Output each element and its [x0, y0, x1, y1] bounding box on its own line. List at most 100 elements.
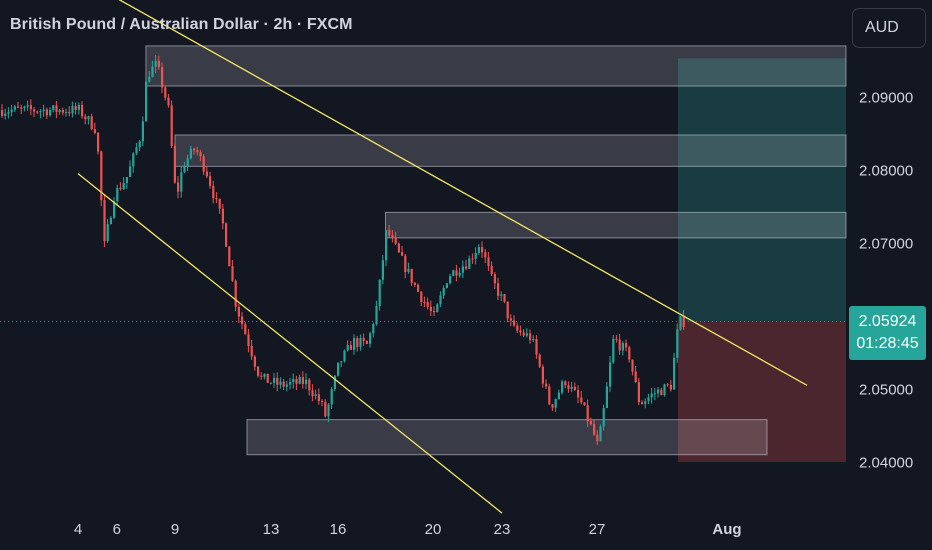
candle — [461, 260, 464, 279]
candle — [129, 160, 132, 178]
currency-selector[interactable]: AUD — [852, 8, 926, 48]
candle — [516, 322, 519, 334]
candle — [621, 341, 624, 356]
candle — [321, 399, 324, 407]
candle — [298, 374, 301, 385]
zone-1[interactable] — [145, 45, 847, 87]
candle — [231, 259, 234, 283]
candle — [477, 244, 480, 255]
candle — [13, 104, 16, 113]
x-tick-label: Aug — [712, 521, 741, 538]
candle — [362, 333, 365, 346]
x-tick-label: 4 — [74, 521, 82, 538]
candle — [541, 364, 544, 388]
candle — [509, 314, 512, 327]
candle — [77, 102, 80, 115]
candle — [445, 282, 448, 289]
candle — [378, 279, 381, 311]
candle — [532, 335, 535, 343]
candle — [269, 382, 272, 385]
x-tick-label: 23 — [494, 521, 511, 538]
candle — [244, 321, 247, 335]
candle — [663, 383, 666, 397]
candle — [324, 399, 327, 418]
x-tick-label: 27 — [589, 521, 606, 538]
candle — [55, 100, 58, 119]
zone-3[interactable] — [385, 211, 847, 239]
zone-2[interactable] — [174, 134, 847, 167]
y-tick-label: 2.08000 — [859, 163, 913, 180]
candle — [225, 222, 228, 248]
candle — [596, 430, 599, 446]
candle — [618, 333, 621, 355]
candle — [228, 246, 231, 267]
candle — [519, 325, 522, 336]
candle — [84, 113, 87, 125]
candle — [257, 366, 260, 378]
zone-4[interactable] — [246, 419, 768, 456]
candle — [372, 322, 375, 338]
candle — [301, 371, 304, 389]
candle — [250, 339, 253, 360]
candle — [29, 99, 32, 116]
candle — [653, 387, 656, 401]
candle — [545, 379, 548, 390]
candle — [151, 60, 154, 78]
candle — [615, 335, 618, 343]
candle — [189, 145, 192, 160]
trendline-2[interactable] — [77, 173, 503, 514]
candle — [423, 296, 426, 308]
x-tick-label: 20 — [425, 521, 442, 538]
candle — [573, 382, 576, 391]
candle — [452, 269, 455, 277]
candle — [426, 297, 429, 310]
candle — [455, 264, 458, 282]
candle — [397, 242, 400, 254]
candle — [586, 399, 589, 428]
candle — [93, 122, 96, 135]
candle — [474, 247, 477, 265]
candle — [61, 107, 64, 116]
candle — [375, 300, 378, 326]
candle — [26, 100, 29, 111]
candle — [605, 382, 608, 409]
bar-countdown-label: 01:28:45 — [856, 335, 919, 352]
candle — [679, 315, 682, 331]
candle — [308, 378, 311, 396]
zones-layer — [0, 45, 847, 462]
candle — [305, 373, 308, 390]
candle — [180, 166, 183, 198]
candle — [513, 315, 516, 327]
candle — [381, 255, 384, 285]
candle — [650, 387, 653, 404]
candle — [353, 334, 356, 355]
candle — [407, 262, 410, 274]
candle — [557, 389, 560, 400]
candle — [506, 301, 509, 323]
candle — [359, 334, 362, 351]
candle — [493, 272, 496, 289]
candle — [132, 152, 135, 173]
target-zone — [678, 58, 846, 322]
candle — [589, 417, 592, 426]
candle — [343, 349, 346, 363]
candle — [234, 279, 237, 312]
candle — [97, 131, 100, 155]
trendline-1[interactable] — [78, 0, 808, 386]
candle — [237, 303, 240, 324]
candle — [167, 94, 170, 108]
y-tick-label: 2.09000 — [859, 90, 913, 107]
candle — [154, 55, 157, 74]
candle — [10, 105, 13, 117]
candle — [289, 377, 292, 390]
candle — [567, 381, 570, 393]
candle — [125, 176, 128, 189]
candle — [260, 372, 263, 380]
candle — [68, 106, 71, 117]
candle — [23, 105, 26, 112]
candle — [327, 403, 330, 423]
candle — [634, 366, 637, 383]
candle — [439, 291, 442, 308]
candle — [164, 85, 167, 101]
